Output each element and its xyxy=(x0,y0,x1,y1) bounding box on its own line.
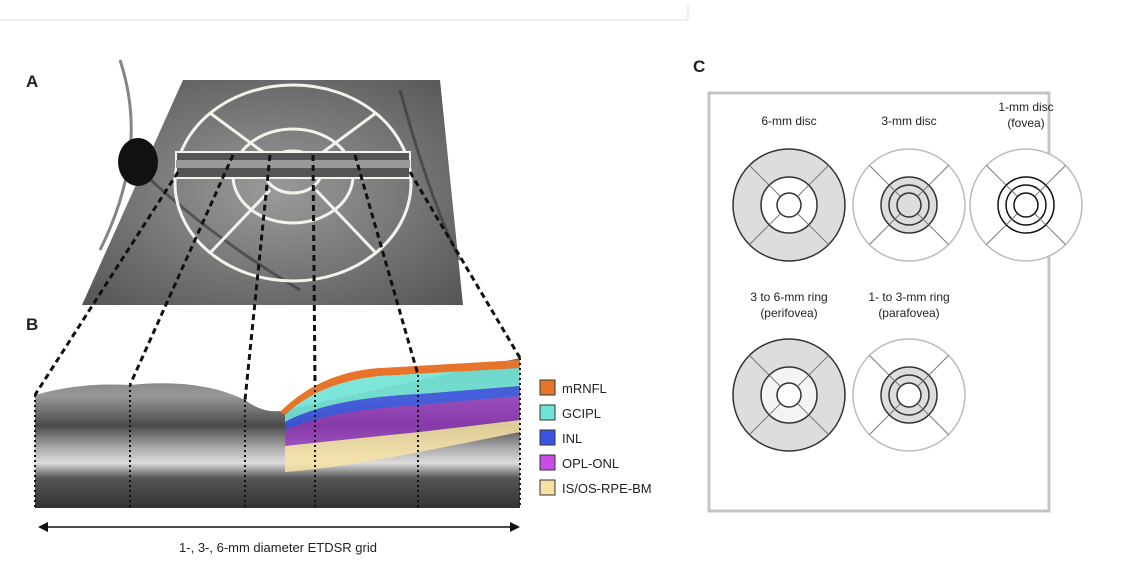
panel-label: C xyxy=(693,57,705,76)
disc-inner xyxy=(897,383,921,407)
disc-label: (parafovea) xyxy=(878,306,939,320)
disc-label: 3 to 6-mm ring xyxy=(750,290,827,304)
disc-label: (fovea) xyxy=(1007,116,1044,130)
figure: A B 1-, 3-, 6-mm diameter ETDSR grid mRN… xyxy=(0,0,1134,563)
disc-inner xyxy=(777,193,801,217)
legend-label: INL xyxy=(562,431,582,446)
legend-swatch xyxy=(540,430,555,445)
legend-swatch xyxy=(540,480,555,495)
disc-label: 3-mm disc xyxy=(881,114,936,128)
disc-inner xyxy=(777,383,801,407)
disc-label: 6-mm disc xyxy=(761,114,816,128)
legend-label: GCIPL xyxy=(562,406,601,421)
legend-swatch xyxy=(540,405,555,420)
panel-label: A xyxy=(26,72,38,91)
legend-label: OPL-ONL xyxy=(562,456,619,471)
panel-label: B xyxy=(26,315,38,334)
disc-inner xyxy=(897,193,921,217)
legend-label: IS/OS-RPE-BM xyxy=(562,481,652,496)
fundus-image xyxy=(82,60,463,305)
legend-swatch xyxy=(540,455,555,470)
legend-label: mRNFL xyxy=(562,381,607,396)
disc-label: (perifovea) xyxy=(760,306,817,320)
disc-label: 1-mm disc xyxy=(998,100,1053,114)
oct-scan xyxy=(35,358,520,508)
legend: mRNFL GCIPL INL OPL-ONL IS/OS-RPE-BM xyxy=(540,380,652,496)
disc-inner xyxy=(1014,193,1038,217)
caption: 1-, 3-, 6-mm diameter ETDSR grid xyxy=(179,540,377,555)
arrow xyxy=(38,522,520,532)
legend-swatch xyxy=(540,380,555,395)
disc-label: 1- to 3-mm ring xyxy=(868,290,949,304)
